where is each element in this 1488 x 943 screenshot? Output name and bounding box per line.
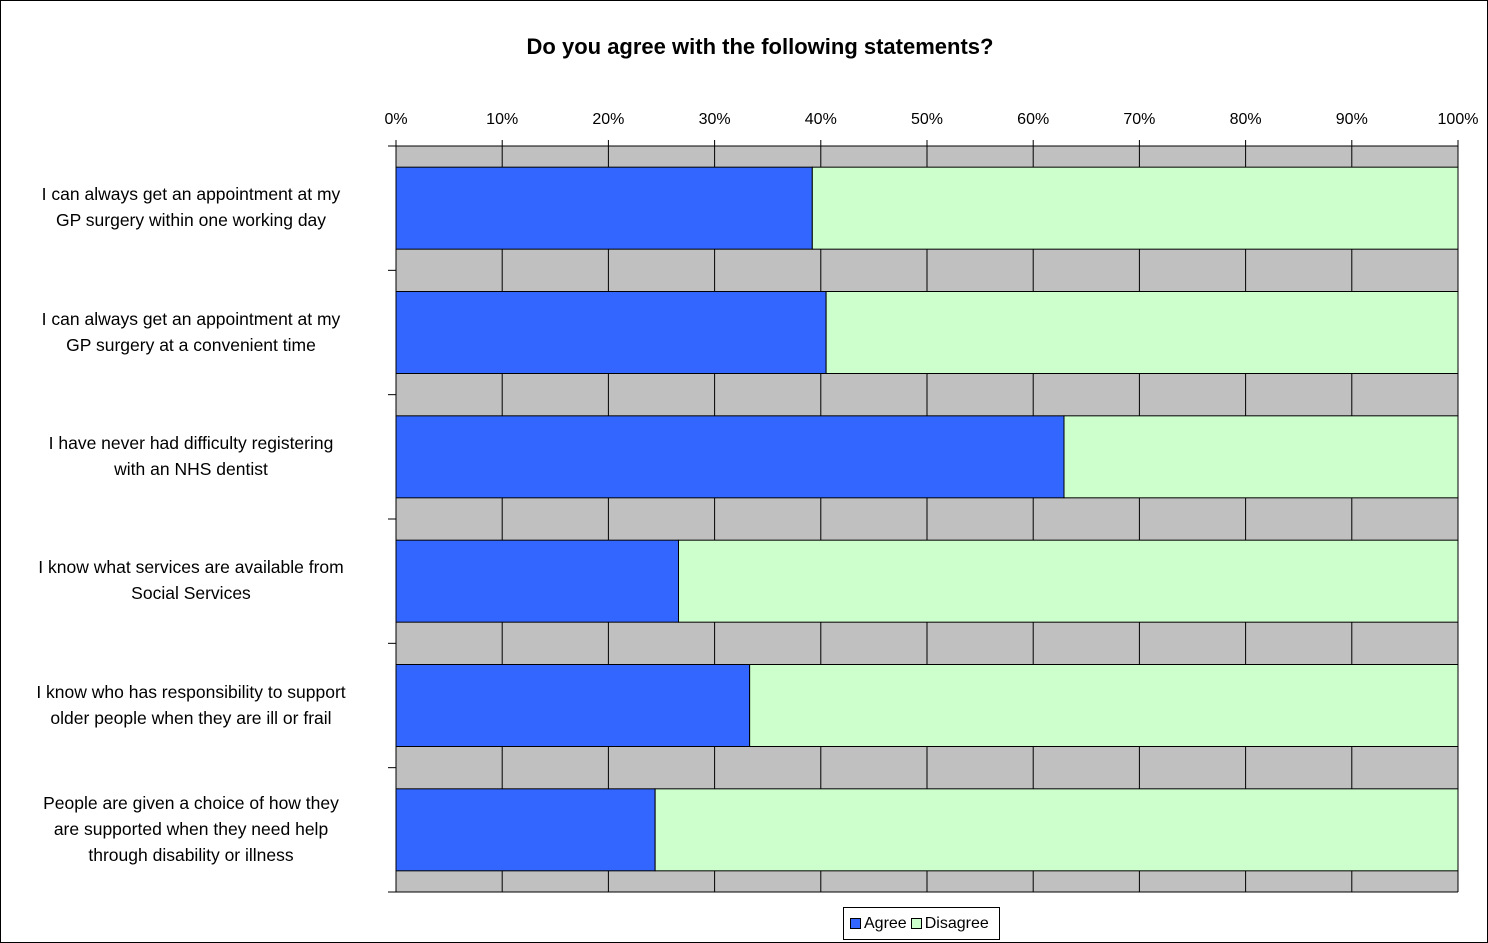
tick-label-x-5: 50% (911, 111, 943, 128)
category-label-1: I can always get an appointment at my GP … (0, 306, 382, 358)
bar-agree-3 (395, 539, 679, 623)
tick-label-x-1: 10% (486, 111, 518, 128)
legend-item-disagree: Disagree (910, 914, 989, 933)
category-label-5-line-2: through disability or illness (88, 844, 294, 865)
legend-label-agree: Agree (864, 914, 907, 932)
bar-disagree-2 (1063, 415, 1459, 499)
bar-disagree-0 (811, 166, 1459, 250)
bar-agree-1 (395, 291, 827, 374)
category-label-5-line-0: People are given a choice of how they (43, 792, 339, 813)
category-label-5-line-1: are supported when they need help (53, 818, 329, 839)
category-label-3: I know what services are available from S… (0, 554, 382, 606)
tick-label-x-8: 80% (1230, 111, 1262, 128)
category-label-2-line-1: with an NHS dentist (114, 458, 268, 479)
category-label-1-line-0: I can always get an appointment at my (41, 308, 341, 329)
tick-label-x-7: 70% (1123, 111, 1155, 128)
category-label-4: I know who has responsibility to support… (0, 679, 382, 731)
category-label-4-line-1: older people when they are ill or frail (50, 707, 332, 728)
legend-swatch-agree (850, 918, 861, 929)
bar-disagree-5 (654, 788, 1459, 872)
bar-agree-4 (395, 664, 751, 747)
bar-disagree-3 (677, 539, 1459, 623)
bar-disagree-4 (749, 664, 1459, 747)
bar-agree-2 (395, 415, 1065, 499)
tick-label-x-2: 20% (592, 111, 624, 128)
category-label-0-line-1: GP surgery within one working day (55, 210, 327, 231)
category-label-3-line-1: Social Services (131, 583, 251, 604)
legend-label-disagree: Disagree (924, 914, 989, 932)
legend-swatch-disagree (910, 918, 922, 929)
category-label-5: People are given a choice of how they are… (0, 790, 382, 868)
tick-label-x-3: 30% (699, 111, 731, 128)
legend-item-agree: Agree (850, 915, 907, 933)
bar-agree-5 (395, 788, 656, 872)
bar-agree-0 (395, 166, 813, 250)
bar-disagree-1 (825, 291, 1459, 374)
tick-label-x-9: 90% (1336, 111, 1368, 128)
tick-label-x-4: 40% (805, 111, 837, 128)
chart-title: Do you agree with the following statemen… (526, 34, 994, 59)
category-label-2-line-0: I have never had difficulty registering (48, 432, 334, 453)
category-label-1-line-1: GP surgery at a convenient time (66, 334, 316, 355)
tick-label-x-6: 60% (1017, 111, 1049, 128)
tick-label-x-0: 0% (384, 111, 407, 128)
tick-label-x-10: 100% (1438, 111, 1479, 128)
legend: Agree Disagree (843, 907, 1000, 940)
category-label-2: I have never had difficulty registering w… (0, 430, 382, 482)
category-label-0: I can always get an appointment at my GP … (0, 181, 382, 233)
category-label-3-line-0: I know what services are available from (38, 557, 344, 578)
category-label-0-line-0: I can always get an appointment at my (41, 184, 341, 205)
category-label-4-line-0: I know who has responsibility to support (36, 681, 346, 702)
